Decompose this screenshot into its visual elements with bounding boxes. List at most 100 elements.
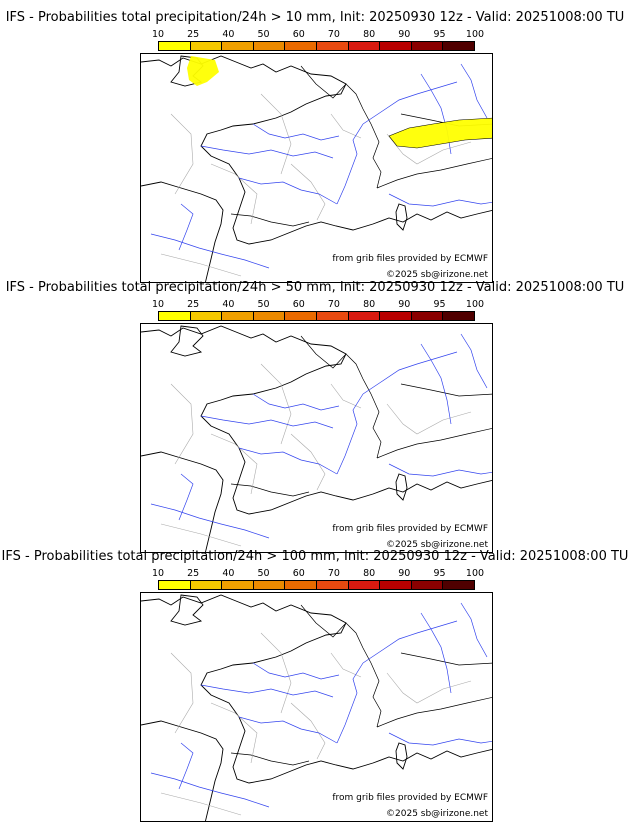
river — [150, 772, 270, 808]
colorbar-segment — [380, 312, 412, 320]
colorbar-segment — [285, 42, 317, 50]
colorbar-tick: 10 — [151, 568, 165, 579]
river — [420, 343, 452, 425]
region-border — [210, 163, 258, 225]
river — [420, 612, 452, 694]
colorbar-segment — [443, 42, 474, 50]
source-credit: from grib files provided by ECMWF — [332, 524, 488, 534]
river — [178, 742, 194, 790]
colorbar-tick: 40 — [222, 568, 235, 579]
region-border — [160, 253, 242, 277]
colorbar-segment — [411, 581, 444, 589]
colorbar-tick: 70 — [327, 29, 340, 40]
region-border — [330, 113, 362, 139]
river — [460, 602, 488, 658]
region-border — [386, 403, 472, 435]
region-border — [170, 113, 194, 195]
country-border — [345, 83, 382, 189]
coastline-uk — [170, 594, 204, 626]
coastline — [141, 325, 492, 515]
river — [238, 716, 338, 744]
river — [200, 145, 334, 159]
colorbar-tick: 40 — [222, 299, 235, 310]
colorbar — [158, 311, 475, 321]
colorbar-ticks: 10 25 40 50 60 70 80 90 95 100 — [152, 568, 484, 580]
river — [178, 203, 194, 251]
river — [238, 447, 338, 475]
colorbar-segment — [159, 581, 191, 589]
region-border — [386, 672, 472, 704]
region-border — [260, 93, 292, 175]
river — [362, 81, 458, 125]
country-border — [230, 483, 310, 497]
river — [150, 233, 270, 269]
river — [252, 393, 340, 411]
colorbar-tick: 50 — [257, 29, 270, 40]
colorbar-segment — [190, 312, 223, 320]
island-corsica — [395, 742, 408, 770]
colorbar-tick: 60 — [292, 29, 305, 40]
region-border — [160, 792, 242, 816]
region-border — [260, 363, 292, 445]
colorbar-segment — [316, 42, 349, 50]
copyright: ©2025 sb@irizone.net — [386, 270, 488, 280]
colorbar-tick: 80 — [363, 299, 376, 310]
country-border — [345, 622, 382, 728]
colorbar-segment — [159, 312, 191, 320]
colorbar-segment — [285, 581, 317, 589]
colorbar-tick: 60 — [292, 299, 305, 310]
colorbar-tick: 95 — [433, 299, 446, 310]
country-border — [345, 353, 382, 459]
region-border — [160, 523, 242, 547]
colorbar-tick: 25 — [187, 299, 200, 310]
country-border — [376, 697, 492, 728]
river — [252, 123, 340, 141]
region-border — [290, 433, 326, 491]
colorbar-tick: 95 — [433, 29, 446, 40]
region-border — [210, 702, 258, 764]
river — [336, 662, 364, 744]
colorbar-segment — [253, 42, 286, 50]
colorbar-segment — [253, 581, 286, 589]
river — [238, 177, 338, 205]
colorbar-tick: 50 — [257, 568, 270, 579]
country-border — [300, 604, 347, 638]
coastline — [141, 181, 224, 282]
colorbar-tick: 100 — [465, 568, 485, 579]
river — [150, 503, 270, 539]
colorbar-segment — [316, 312, 349, 320]
colorbar-tick: 10 — [151, 29, 165, 40]
colorbar-segment — [348, 312, 381, 320]
country-border — [376, 158, 492, 189]
colorbar-segment — [222, 312, 254, 320]
source-credit: from grib files provided by ECMWF — [332, 793, 488, 803]
colorbar-segment — [443, 312, 474, 320]
river — [388, 463, 492, 477]
river — [178, 473, 194, 521]
colorbar-segment — [222, 581, 254, 589]
colorbar-tick: 10 — [151, 299, 165, 310]
region-border — [210, 433, 258, 495]
river — [252, 662, 340, 680]
river — [388, 732, 492, 746]
coastline-uk — [170, 325, 204, 357]
colorbar-tick: 90 — [398, 299, 411, 310]
panel-title: IFS - Probabilities total precipitation/… — [1, 549, 629, 564]
colorbar-segment — [190, 42, 223, 50]
forecast-panel-50mm: IFS - Probabilities total precipitation/… — [0, 280, 630, 553]
colorbar-segment — [380, 42, 412, 50]
colorbar-segment — [411, 312, 444, 320]
colorbar-tick: 95 — [433, 568, 446, 579]
river — [460, 63, 488, 119]
panel-title: IFS - Probabilities total precipitation/… — [5, 280, 625, 295]
colorbar-segment — [285, 312, 317, 320]
coastline — [141, 594, 492, 784]
colorbar-segment — [316, 581, 349, 589]
colorbar-segment — [253, 312, 286, 320]
map-area: from grib files provided by ECMWF ©2025 … — [140, 53, 493, 283]
colorbar-tick: 50 — [257, 299, 270, 310]
forecast-panel-100mm: IFS - Probabilities total precipitation/… — [0, 549, 630, 822]
river — [336, 393, 364, 475]
river — [460, 333, 488, 389]
river — [200, 684, 334, 698]
